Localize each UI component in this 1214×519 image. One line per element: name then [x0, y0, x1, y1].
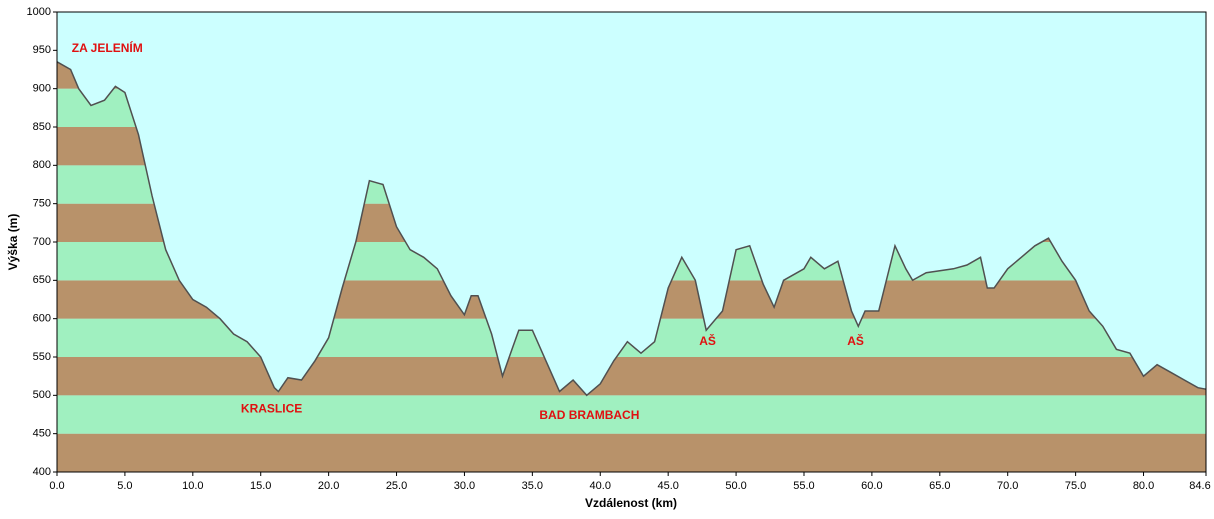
y-tick-label: 400: [33, 466, 51, 478]
annotation: KRASLICE: [241, 401, 302, 415]
x-tick-label: 5.0: [117, 480, 132, 492]
x-tick-label: 80.0: [1133, 480, 1154, 492]
x-tick-label: 25.0: [386, 480, 407, 492]
y-tick-label: 900: [33, 83, 51, 95]
x-tick-label: 35.0: [522, 480, 543, 492]
elevation-band: [57, 395, 1206, 434]
x-tick-label: 10.0: [182, 480, 203, 492]
x-tick-label: 55.0: [793, 480, 814, 492]
annotation: AŠ: [699, 333, 716, 348]
x-tick-label: 70.0: [997, 480, 1018, 492]
x-tick-label: 75.0: [1065, 480, 1086, 492]
y-tick-label: 950: [33, 44, 51, 56]
profile-line: [56, 61, 1207, 397]
annotation: AŠ: [847, 333, 864, 348]
x-tick-label: 40.0: [590, 480, 611, 492]
x-tick-label: 60.0: [861, 480, 882, 492]
x-tick-label: 30.0: [454, 480, 475, 492]
annotation: ZA JELENÍM: [72, 40, 143, 55]
x-tick-label: 20.0: [318, 480, 339, 492]
y-tick-label: 450: [33, 428, 51, 440]
y-tick-label: 500: [33, 389, 51, 401]
y-tick-label: 800: [33, 159, 51, 171]
annotation: BAD BRAMBACH: [539, 408, 639, 422]
y-tick-label: 750: [33, 198, 51, 210]
elevation-band: [57, 433, 1206, 472]
x-tick-label: 45.0: [657, 480, 678, 492]
x-axis-label: Vzdálenost (km): [585, 496, 677, 510]
x-tick-label: 65.0: [929, 480, 950, 492]
x-tick-label: 50.0: [725, 480, 746, 492]
x-tick-label: 84.6: [1189, 480, 1210, 492]
x-tick-label: 0.0: [49, 480, 64, 492]
x-tick-label: 15.0: [250, 480, 271, 492]
y-tick-label: 1000: [27, 6, 51, 18]
y-axis-label: Výška (m): [6, 214, 20, 271]
y-tick-label: 550: [33, 351, 51, 363]
y-tick-label: 650: [33, 274, 51, 286]
y-tick-label: 600: [33, 313, 51, 325]
elevation-band: [57, 357, 1206, 396]
y-tick-label: 700: [33, 236, 51, 248]
y-tick-label: 850: [33, 121, 51, 133]
